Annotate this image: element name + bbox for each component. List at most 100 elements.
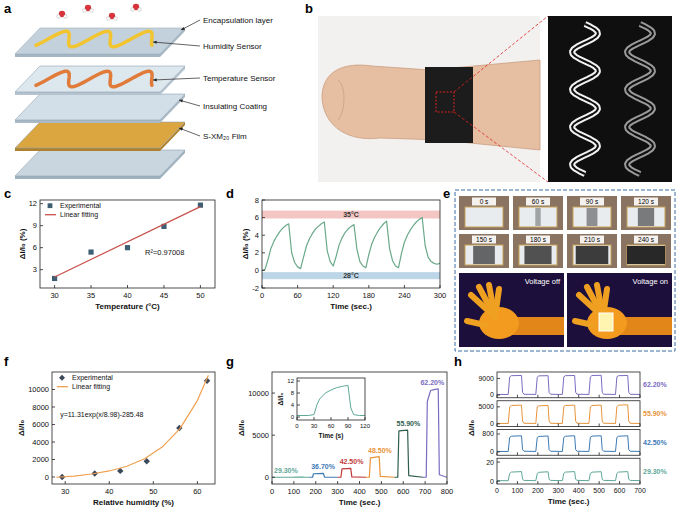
y-tick-label: 12	[287, 378, 294, 384]
x-tick	[333, 285, 334, 288]
sensor-layer-edge	[15, 92, 160, 95]
label-patch	[472, 236, 496, 244]
plot-area	[56, 375, 210, 480]
x-tick	[619, 481, 620, 484]
x-tick	[640, 481, 641, 484]
data-line	[55, 207, 201, 277]
panel-letter: b	[305, 1, 313, 16]
zoom-line	[454, 112, 548, 182]
y-tick-label: 5000	[252, 431, 269, 440]
heated-region	[587, 208, 598, 226]
gel-sample	[573, 207, 611, 227]
panel-letter: c	[4, 186, 11, 201]
series-label: 42.50%	[643, 439, 668, 446]
legend-label: Experimental	[72, 374, 113, 382]
water-molecule	[131, 8, 135, 12]
x-tick	[54, 285, 55, 288]
thermal-image	[567, 273, 672, 347]
series-label: 55.90%	[643, 410, 668, 417]
heated-region	[638, 208, 654, 226]
x-tick	[578, 424, 579, 427]
series-label: 42.50%	[340, 458, 365, 465]
pointer	[181, 20, 200, 30]
annotation: R²=0.97008	[145, 248, 184, 257]
gel-sample	[573, 245, 611, 265]
heated-region	[524, 246, 551, 264]
series-label: 62.20%	[420, 379, 445, 386]
y-tick-label: -2	[252, 284, 259, 293]
x-tick-label: 60	[193, 487, 201, 496]
x-axis-title: Time (s)	[319, 432, 344, 440]
x-tick	[447, 481, 448, 484]
heated-region	[535, 208, 540, 226]
x-tick-label: 300	[331, 487, 344, 496]
legend-label: Linear fitting	[72, 383, 110, 391]
x-tick-label: 50	[196, 291, 204, 300]
y-tick	[52, 477, 55, 478]
heated-region	[576, 246, 609, 264]
x-tick	[517, 452, 518, 455]
y-tick	[262, 200, 265, 201]
time-label: 120 s	[638, 198, 655, 205]
data-line	[366, 457, 394, 478]
panel-letter: a	[4, 1, 12, 16]
x-tick-label: 500	[593, 487, 605, 494]
y-tick-label: 8000	[32, 403, 49, 412]
pointer	[153, 78, 200, 80]
panel-letter: e	[443, 186, 450, 201]
y-tick-label: 2	[255, 248, 259, 257]
x-tick-label: 60	[293, 291, 301, 300]
legend-marker	[48, 203, 53, 208]
annotation: y=11.31exp(x/8.98)-285.48	[60, 411, 143, 419]
layer-label: Humidity Sensor	[203, 42, 262, 51]
x-tick	[578, 481, 579, 484]
x-tick-label: 40	[123, 291, 131, 300]
y-tick	[272, 393, 275, 394]
x-tick-label: 100	[288, 487, 301, 496]
y-tick	[40, 269, 43, 270]
temperature-sensor	[36, 71, 152, 87]
water-molecule	[64, 15, 68, 19]
y-tick	[52, 424, 55, 425]
x-tick	[537, 424, 538, 427]
pointer	[153, 42, 200, 46]
y-tick-label: 12	[29, 199, 37, 208]
y-tick-label: 8	[291, 390, 295, 396]
pointer	[179, 100, 200, 106]
time-label: 0 s	[480, 198, 489, 205]
y-tick	[297, 393, 300, 394]
x-axis-title: Time (sec.)	[339, 498, 381, 507]
x-tick-label: 400	[573, 487, 585, 494]
x-tick-label: 0	[270, 487, 274, 496]
x-tick-label: 30	[61, 487, 69, 496]
plot-area	[497, 405, 640, 424]
layer-label: Insulating Coating	[203, 102, 267, 111]
x-tick	[368, 285, 369, 288]
x-axis-title: Time (sec.)	[330, 302, 372, 311]
y-tick	[272, 435, 275, 436]
x-tick	[91, 285, 92, 288]
x-tick-label: 60	[328, 423, 335, 429]
thermal-label: Voltage off	[525, 277, 561, 286]
y-tick	[272, 477, 275, 478]
time-label: 60 s	[532, 198, 545, 205]
x-tick	[619, 452, 620, 455]
legend-marker	[59, 375, 65, 381]
substrate-layer	[15, 150, 185, 176]
pointer-head	[153, 78, 157, 81]
x-tick	[517, 424, 518, 427]
plot-area	[52, 203, 203, 282]
thermal-thumb	[575, 321, 593, 325]
x-tick	[578, 395, 579, 398]
panel-letter: f	[4, 354, 9, 369]
x-tick	[293, 481, 294, 484]
x-axis-title: Temperature (°C)	[95, 302, 160, 311]
x-tick-label: 600	[397, 487, 410, 496]
x-tick-label: 0	[295, 423, 299, 429]
x-tick	[440, 285, 441, 288]
series-label: 29.30%	[274, 467, 299, 474]
x-tick	[163, 285, 164, 288]
x-tick-label: 800	[441, 487, 454, 496]
x-tick-label: 40	[105, 487, 113, 496]
panel-letter: h	[454, 354, 462, 369]
